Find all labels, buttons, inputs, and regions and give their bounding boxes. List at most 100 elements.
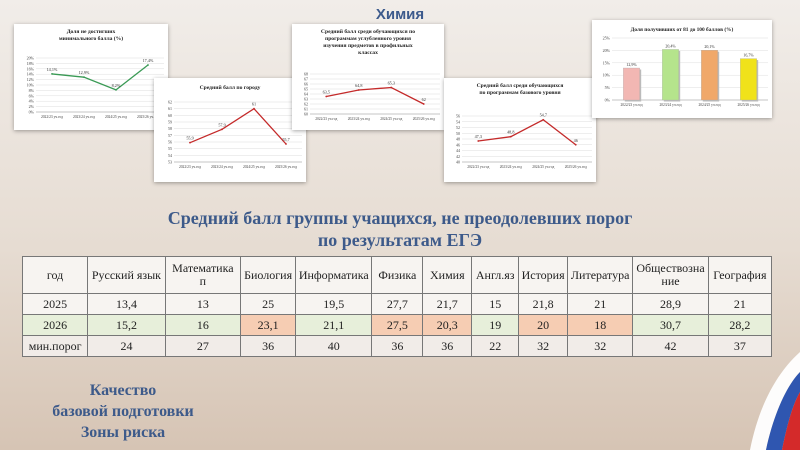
- table-cell: 36: [240, 335, 297, 357]
- data-point: [253, 107, 255, 110]
- x-tick-label: 2024/25 уч.год: [532, 165, 554, 169]
- chart-title: минимального балла (%): [59, 35, 123, 42]
- table-cell-decrease: 20,3: [422, 314, 473, 336]
- x-tick-label: 2025/26 уч.год: [413, 117, 435, 121]
- table-cell: 21,8: [518, 293, 569, 315]
- y-tick-label: 55: [168, 146, 172, 151]
- data-label: 64,8: [355, 83, 362, 89]
- data-point: [285, 143, 287, 145]
- y-tick-label: 68: [304, 72, 308, 77]
- y-tick-label: 61: [168, 106, 172, 111]
- chart-failure-share: Доля не достигших минимального балла (%) 0…: [14, 24, 168, 130]
- data-label: 46: [574, 138, 578, 143]
- data-label: 20,1%: [704, 44, 715, 50]
- y-tick-label: 56: [168, 140, 172, 145]
- series-line: [51, 64, 149, 91]
- table-header-row: год Русский язык Математика п Биология И…: [21, 256, 773, 294]
- x-tick-label: 2025/26 уч.год: [737, 103, 759, 107]
- x-tick-label: 2022/23 уч.год: [315, 117, 337, 121]
- chart-title: Средний балл среди обучающихся по: [321, 28, 415, 35]
- chart-title: Доля получивших от 81 до 100 баллов (%): [631, 26, 734, 33]
- table-cell: 30,7: [632, 314, 709, 336]
- y-tick-label: 40: [456, 160, 460, 165]
- table-cell-decrease: 23,1: [240, 314, 297, 336]
- x-tick-label: 2022/23 уч.год: [467, 165, 489, 169]
- y-tick-label: 53: [168, 160, 172, 165]
- x-tick-label: 2022/23 уч.год: [620, 103, 642, 107]
- footer-line: Качество: [89, 382, 157, 399]
- y-tick-label: 4%: [29, 99, 35, 104]
- table-cell: 19,5: [295, 293, 373, 315]
- y-tick-label: 46: [456, 142, 460, 147]
- table-cell: 24: [87, 335, 166, 357]
- header-cell: Биология: [240, 256, 297, 294]
- table-cell: 36: [422, 335, 473, 357]
- data-label: 61: [252, 102, 256, 107]
- data-label: 16,7%: [743, 53, 754, 59]
- y-tick-label: 54: [168, 153, 172, 158]
- data-point: [189, 141, 191, 144]
- table-row-min-threshold: мин.порог 24 27 36 40 36 36 22 32 32 42 …: [21, 335, 773, 357]
- data-point: [51, 73, 53, 75]
- y-tick-label: 54: [456, 119, 460, 124]
- y-tick-label: 62: [304, 102, 308, 107]
- y-tick-label: 0%: [605, 98, 611, 103]
- table-cell: 28,9: [632, 293, 709, 315]
- header-cell: Информатика: [295, 256, 373, 294]
- table-cell: 27: [164, 335, 242, 357]
- header-cell: Физика: [371, 256, 424, 294]
- y-tick-label: 8%: [29, 88, 35, 93]
- table-cell: 15,2: [87, 314, 166, 336]
- y-tick-label: 25%: [603, 36, 611, 41]
- data-point: [542, 118, 545, 121]
- x-tick-label: 2025/26 уч.год: [565, 165, 587, 169]
- x-tick-label: 2024/25 уч.год: [698, 103, 720, 107]
- y-tick-label: 58: [168, 126, 172, 131]
- data-point: [574, 143, 577, 146]
- table-cell: 32: [518, 335, 569, 357]
- table-cell-decrease: 27,5: [371, 314, 424, 336]
- table-cell: 37: [707, 335, 773, 357]
- data-label: 54,7: [540, 113, 547, 119]
- y-tick-label: 0%: [29, 110, 35, 115]
- y-tick-label: 56: [456, 114, 460, 119]
- table-cell: 21,1: [295, 314, 373, 336]
- series-line: [478, 118, 577, 146]
- data-point: [325, 95, 328, 98]
- y-tick-label: 5%: [605, 85, 611, 90]
- y-tick-label: 42: [456, 154, 460, 159]
- scores-table: год Русский язык Математика п Биология И…: [21, 256, 773, 357]
- header-cell: Русский язык: [87, 256, 166, 294]
- y-tick-label: 6%: [29, 93, 35, 98]
- header-cell: Химия: [422, 256, 473, 294]
- table-cell: 28,2: [707, 314, 773, 336]
- header-cell: Обществознание: [632, 256, 709, 294]
- table-cell: 13,4: [87, 293, 166, 315]
- y-tick-label: 60: [304, 112, 308, 117]
- x-tick-label: 2024/25 уч.год: [243, 165, 265, 169]
- data-point: [477, 140, 480, 142]
- y-tick-label: 10%: [603, 73, 611, 78]
- x-tick-label: 2022/23 уч.год: [41, 115, 63, 119]
- y-tick-label: 62: [168, 100, 172, 105]
- y-tick-label: 67: [304, 77, 308, 82]
- chart-basic-average: Средний балл среди обучающихся по програм…: [444, 78, 596, 182]
- y-tick-label: 63: [304, 97, 308, 102]
- header-cell: Математика п: [164, 256, 242, 294]
- y-tick-label: 18%: [27, 61, 35, 66]
- header-cell: Литература: [567, 256, 634, 294]
- data-point: [147, 64, 149, 66]
- data-point: [390, 86, 393, 89]
- row-year-cell: 2025: [21, 293, 89, 315]
- y-tick-label: 14%: [27, 72, 35, 77]
- y-tick-label: 57: [168, 133, 172, 138]
- y-tick-label: 16%: [27, 66, 35, 71]
- y-tick-label: 20%: [27, 56, 35, 61]
- table-cell: 42: [632, 335, 709, 357]
- data-label: 14,1%: [47, 67, 58, 73]
- data-point: [357, 89, 360, 91]
- data-point: [221, 128, 223, 131]
- data-point: [115, 88, 117, 91]
- y-tick-label: 65: [304, 87, 308, 92]
- data-label: 12,9%: [79, 70, 90, 76]
